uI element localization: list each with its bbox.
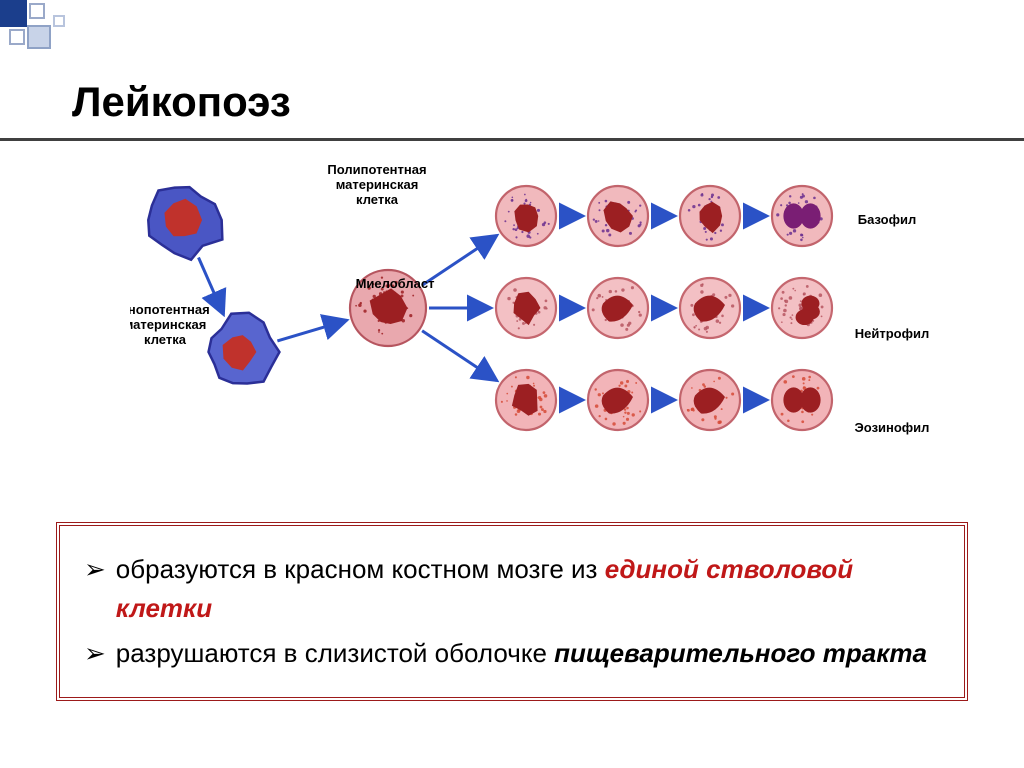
cell-progenitor2	[209, 313, 280, 384]
cell-n2	[588, 278, 648, 338]
info-box: ➢образуются в красном костном мозге из е…	[56, 522, 968, 701]
label-uno: Унопотентная	[130, 302, 210, 317]
slide-title: Лейкопоэз	[72, 78, 291, 126]
label-neutro: Нейтрофил	[855, 326, 929, 341]
leukopoiesis-diagram: ПолипотентнаяматеринскаяклеткаУнопотентн…	[130, 160, 960, 460]
label-eosino: Эозинофил	[855, 420, 930, 435]
label-poly: материнская	[336, 177, 419, 192]
cell-e2	[588, 370, 648, 430]
label-myelo: Миелобласт	[356, 276, 435, 291]
cell-e4	[772, 370, 832, 430]
cell-b1	[496, 186, 556, 246]
cell-progenitor1	[148, 187, 222, 260]
cell-e3	[680, 370, 740, 430]
cell-b3	[680, 186, 740, 246]
corner-decoration	[0, 0, 140, 50]
slide: Лейкопоэз Полипотентнаяматеринскаяклетка…	[0, 0, 1024, 768]
title-underline	[0, 138, 1024, 141]
cell-e1	[496, 370, 556, 430]
cell-n3	[680, 278, 740, 338]
cell-b2	[588, 186, 648, 246]
label-uno: клетка	[144, 332, 187, 347]
label-uno: материнская	[130, 317, 206, 332]
label-poly: Полипотентная	[327, 162, 426, 177]
label-poly: клетка	[356, 192, 399, 207]
info-line-1: ➢разрушаются в слизистой оболочке пищева…	[84, 634, 946, 673]
cell-n4	[772, 278, 832, 338]
cell-b4	[772, 186, 832, 246]
info-line-0: ➢образуются в красном костном мозге из е…	[84, 550, 946, 628]
label-baso: Базофил	[858, 212, 916, 227]
cell-n1	[496, 278, 556, 338]
